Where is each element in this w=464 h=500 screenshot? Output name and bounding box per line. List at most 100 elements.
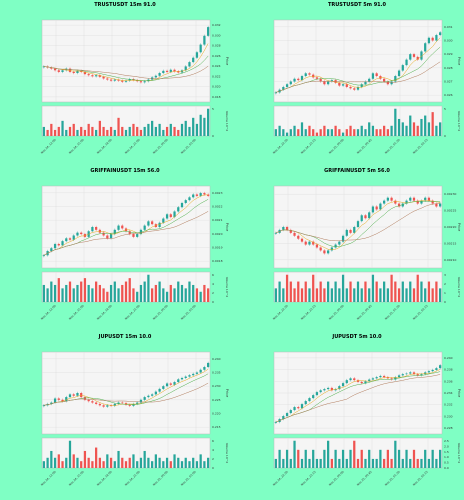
x-tick-label: Nov 25, 03:00 <box>180 304 197 321</box>
y-tick-label: 0.215 <box>212 425 221 429</box>
volume-bar <box>356 281 360 302</box>
volume-bar <box>390 274 393 302</box>
volume-bar <box>424 288 427 302</box>
volume-bar <box>285 274 289 302</box>
volume-bar <box>87 457 90 468</box>
candle-body <box>87 74 90 76</box>
y-tick-label: 0.028 <box>444 66 453 70</box>
candle-body <box>285 84 289 87</box>
x-tick-label: Nov 25, 01:30 <box>384 304 401 321</box>
candle-body <box>397 70 401 77</box>
volume-bar <box>199 114 202 136</box>
volume-bar <box>80 461 83 468</box>
candle-body <box>188 375 191 377</box>
candle-body <box>109 234 113 239</box>
candle-body <box>353 227 356 233</box>
x-tick-label: Nov 24, 22:30 <box>272 304 289 321</box>
volume-bar <box>177 457 180 468</box>
volume-bar <box>416 458 419 468</box>
candle-body <box>394 200 397 204</box>
candle-body <box>405 373 408 375</box>
y-tick-label: 0.0021 <box>212 218 223 222</box>
candle-body <box>416 374 419 376</box>
volume-bar <box>282 288 285 302</box>
volume-bar <box>121 457 124 468</box>
candle-body <box>143 81 146 83</box>
candle-body <box>412 372 416 375</box>
volume-bar <box>162 288 165 302</box>
candlestick-chart: Nov 24, 22:30 Nov 24, 23:15 Nov 25, 00:00 N… <box>272 351 461 487</box>
candle-body <box>151 394 154 396</box>
candle-body <box>401 65 404 71</box>
candle-body <box>371 378 375 380</box>
volume-tick-label: 0 <box>444 300 446 304</box>
volume-bar <box>412 288 416 302</box>
candle-body <box>349 229 352 233</box>
y-tick-label: 0.228 <box>444 426 453 430</box>
volume-bar <box>427 281 431 302</box>
volume-bar <box>46 129 49 136</box>
candle-body <box>76 393 79 396</box>
volume-bar <box>345 129 348 136</box>
candle-body <box>61 399 64 402</box>
volume-bar <box>42 284 45 302</box>
candle-body <box>345 380 348 384</box>
volume-bar <box>61 461 64 468</box>
volume-bar <box>297 449 300 468</box>
candle-body <box>72 235 75 240</box>
y-tick-label: 0.0023 <box>212 191 223 195</box>
volume-bar <box>180 123 184 136</box>
candle-body <box>57 398 60 400</box>
candle-body <box>173 69 176 72</box>
volume-bar <box>394 108 397 136</box>
candle-body <box>364 381 367 384</box>
candlestick-chart: Nov 24, 22:30 Nov 24, 23:15 Nov 25, 00:00 N… <box>272 185 461 321</box>
volume-bar <box>151 120 154 136</box>
candle-body <box>356 221 360 227</box>
candle-body <box>327 250 330 254</box>
candle-body <box>158 73 161 76</box>
volume-bar <box>188 281 191 302</box>
volume-bar <box>390 125 393 136</box>
chart-panel-0: TRUSTUSDT 15m 91.0 Nov 24, 12:00 Nov 24, … <box>0 0 232 166</box>
candle-body <box>184 376 187 378</box>
volume-bar <box>121 284 124 302</box>
candle-body <box>308 73 311 75</box>
candle-body <box>312 241 315 245</box>
candle-body <box>300 238 304 242</box>
candle-body <box>102 232 105 236</box>
volume-bar <box>293 440 296 468</box>
volume-bar <box>315 288 319 302</box>
volume-bar <box>102 288 105 302</box>
candle-body <box>397 375 401 378</box>
volume-bar <box>173 454 176 468</box>
volume-bar <box>383 458 386 468</box>
volume-bar <box>80 126 83 136</box>
volume-bar <box>368 449 371 468</box>
y-tick-label: 0.230 <box>444 414 453 418</box>
candle-body <box>203 367 206 370</box>
candle-body <box>356 86 360 90</box>
volume-bar <box>293 288 296 302</box>
candle-body <box>323 81 326 85</box>
volume-bar <box>420 458 423 468</box>
volume-tick-label: 2 <box>212 291 214 295</box>
candle-body <box>412 197 416 201</box>
chart-panel-4: JUPUSDT 15m 10.0 Nov 24, 12:00 Nov 24, 15… <box>0 332 232 498</box>
candle-body <box>282 416 285 420</box>
x-tick-label: Nov 25, 03:00 <box>180 470 197 487</box>
volume-bar <box>117 288 120 302</box>
candle-body <box>323 250 326 254</box>
candle-body <box>113 229 116 235</box>
candle-body <box>285 227 289 230</box>
volume-bar <box>124 129 128 136</box>
candle-body <box>319 78 322 82</box>
candle-body <box>304 73 307 77</box>
volume-bar <box>405 288 408 302</box>
volume-bar <box>72 123 75 136</box>
y-tick-label: 0.0022 <box>212 205 223 209</box>
candle-body <box>199 369 202 373</box>
volume-bar <box>65 284 68 302</box>
candle-body <box>412 54 416 57</box>
candle-body <box>379 76 382 79</box>
